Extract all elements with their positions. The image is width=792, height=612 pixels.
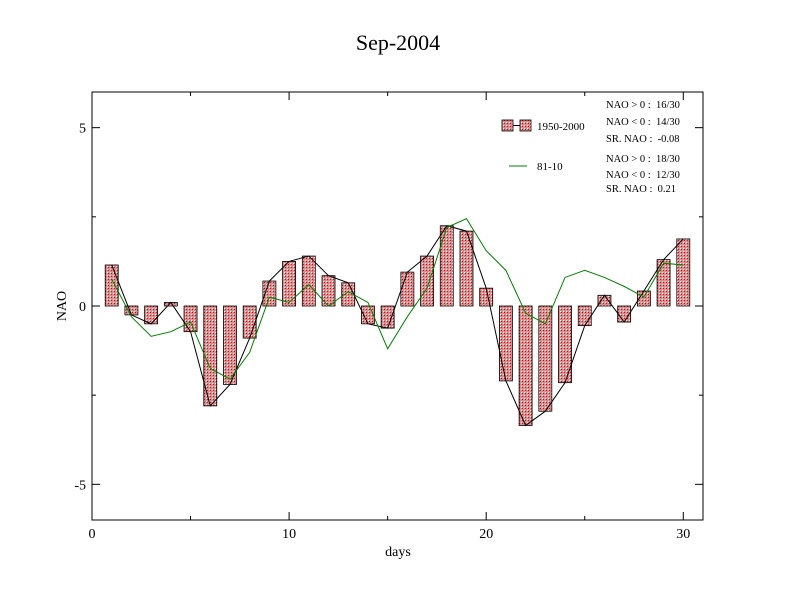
bar-1950-2000 <box>183 305 198 333</box>
bar-1950-2000 <box>104 264 119 307</box>
x-tick-label: 10 <box>282 527 296 542</box>
legend-label-1950-2000: 1950-2000 <box>537 121 585 133</box>
bar-1950-2000 <box>282 261 296 307</box>
bar-1950-2000 <box>499 305 513 382</box>
legend-swatch-1950-2000-left <box>501 119 514 132</box>
bar-series <box>104 225 691 426</box>
line-81-10 <box>111 217 684 380</box>
stats-81-10-positive: NAO > 0 : 18/30 <box>606 154 680 165</box>
bar-1950-2000 <box>676 238 691 307</box>
bar-1950-2000 <box>420 255 434 307</box>
line-1950-2000 <box>111 225 684 427</box>
bar-1950-2000 <box>518 305 533 426</box>
bar-1950-2000 <box>400 271 415 307</box>
x-axis-ticks: 0 10 20 30 <box>89 92 690 542</box>
stats-1950-2000-negative: NAO < 0 : 14/30 <box>606 117 680 128</box>
bar-1950-2000 <box>242 305 257 339</box>
stats-1950-2000-sr: SR. NAO : -0.08 <box>606 134 680 145</box>
legend: 1950-2000 81-10 NAO > 0 : 16/30 NAO < 0 … <box>501 100 680 195</box>
y-axis-label: NAO <box>55 291 70 321</box>
legend-swatch-1950-2000-right <box>519 119 532 132</box>
stats-81-10-negative: NAO < 0 : 12/30 <box>606 170 680 181</box>
bar-1950-2000 <box>479 287 494 307</box>
bar-1950-2000 <box>459 230 474 307</box>
bar-1950-2000 <box>439 225 454 307</box>
y-axis-ticks: 5 0 -5 <box>74 122 703 493</box>
y-tick-label: 0 <box>79 300 86 315</box>
bar-1950-2000 <box>380 305 395 329</box>
line-series <box>111 217 684 427</box>
y-tick-label: 5 <box>79 122 86 137</box>
bar-1950-2000 <box>203 305 218 407</box>
legend-label-81-10: 81-10 <box>537 161 563 173</box>
bar-1950-2000 <box>577 305 592 327</box>
x-tick-label: 30 <box>676 527 690 542</box>
bar-1950-2000 <box>301 255 316 307</box>
bar-1950-2000 <box>144 305 159 325</box>
stats-81-10-sr: SR. NAO : 0.21 <box>606 184 676 195</box>
y-tick-label: -5 <box>74 478 86 493</box>
x-tick-label: 20 <box>479 527 493 542</box>
chart-title: Sep-2004 <box>356 30 440 55</box>
x-tick-label: 0 <box>89 527 96 542</box>
x-axis-label: days <box>385 545 411 560</box>
stats-1950-2000-positive: NAO > 0 : 16/30 <box>606 100 680 111</box>
bar-1950-2000 <box>558 305 572 384</box>
